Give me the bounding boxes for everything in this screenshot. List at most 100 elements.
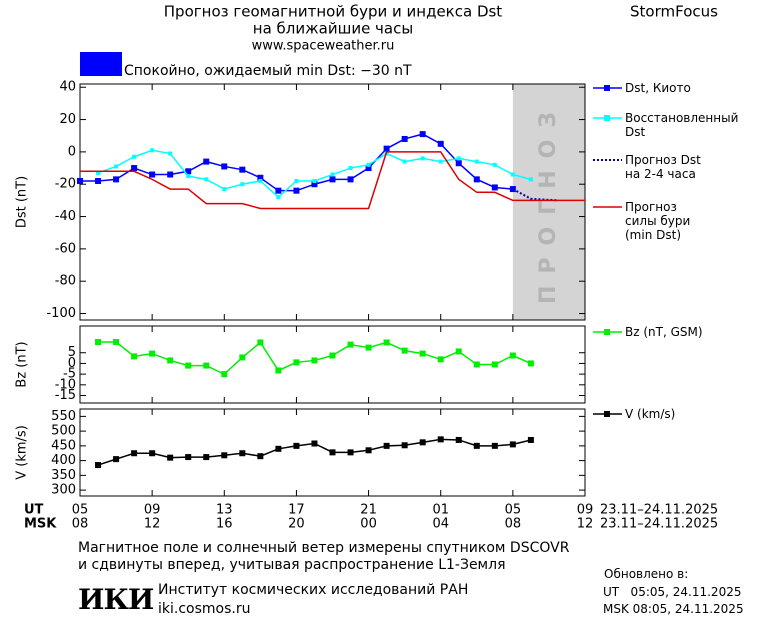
- series-marker: [239, 166, 246, 173]
- x-axis-label: UT: [24, 503, 44, 518]
- series-marker: [510, 172, 515, 177]
- series-marker: [473, 442, 480, 449]
- updated-label: Обновлено в:: [604, 567, 689, 581]
- legend-entry: Прогноз Dst на 2-4 часа: [625, 153, 701, 181]
- series-marker: [437, 140, 444, 147]
- series-marker: [527, 436, 534, 443]
- footer-note: Магнитное поле и солнечный ветер измерен…: [78, 540, 570, 556]
- plot-frame: [79, 408, 586, 497]
- series-marker: [437, 356, 444, 363]
- series-marker: [420, 156, 425, 161]
- title: Прогноз геомагнитной бури и индекса Dst: [164, 3, 503, 21]
- y-tick-label: -5: [63, 367, 76, 382]
- series-marker: [455, 160, 462, 167]
- series-marker: [474, 159, 479, 164]
- series-marker: [185, 362, 192, 369]
- series-marker: [311, 440, 318, 447]
- series-marker: [132, 154, 137, 159]
- url: www.spaceweather.ru: [252, 39, 395, 54]
- x-tick-label: 16: [216, 517, 233, 532]
- status-text: Спокойно, ожидаемый min Dst: −30 nT: [124, 63, 412, 79]
- series-marker: [149, 171, 156, 178]
- series-marker: [473, 176, 480, 183]
- series-marker: [509, 352, 516, 359]
- x-tick-label: 12: [577, 517, 594, 532]
- series-marker: [312, 178, 317, 183]
- series-marker: [77, 177, 83, 184]
- institute: Институт космических исследований РАН: [158, 582, 469, 598]
- series-marker: [149, 350, 156, 357]
- series-marker: [167, 454, 174, 461]
- y-tick-label: 550: [51, 409, 76, 424]
- series-marker: [419, 131, 426, 138]
- legend-marker: [604, 329, 610, 335]
- y-axis-label: V (km/s): [15, 425, 30, 480]
- series-marker: [509, 441, 516, 448]
- series-marker: [491, 184, 498, 191]
- series-marker: [240, 182, 245, 187]
- series-marker: [329, 352, 336, 359]
- y-tick-label: 300: [51, 483, 76, 498]
- subtitle: на ближайшие часы: [253, 20, 413, 38]
- y-tick-label: 400: [51, 453, 76, 468]
- series-marker: [95, 177, 102, 184]
- y-tick-label: -15: [55, 388, 76, 403]
- y-tick-label: 0: [68, 144, 76, 159]
- series-marker: [204, 177, 209, 182]
- x-tick-label: 01: [432, 503, 449, 518]
- series-marker: [365, 447, 372, 454]
- plot-frame: [79, 325, 586, 404]
- series-marker: [329, 176, 336, 183]
- series-marker: [239, 354, 246, 361]
- series-marker: [257, 453, 264, 460]
- series-marker: [419, 439, 426, 446]
- x-tick-label: 20: [288, 517, 305, 532]
- series-marker: [275, 187, 282, 194]
- forecast-region: [512, 84, 585, 320]
- x-tick-label: 04: [432, 517, 449, 532]
- series-marker: [221, 163, 228, 170]
- series-marker: [203, 158, 210, 165]
- series-marker: [131, 353, 138, 360]
- series-marker: [95, 462, 102, 469]
- x-axis-label: MSK: [24, 517, 57, 532]
- series-marker: [491, 442, 498, 449]
- y-tick-label: -40: [55, 209, 76, 224]
- series-marker: [329, 449, 336, 456]
- series-marker: [492, 162, 497, 167]
- series-marker: [167, 171, 174, 178]
- series-marker: [186, 174, 191, 179]
- series-marker: [258, 178, 263, 183]
- series-marker: [131, 165, 138, 172]
- legend-entry: V (km/s): [625, 407, 676, 421]
- forecast-label: ПРОГНОЗ: [536, 100, 561, 304]
- y-tick-label: 0: [68, 356, 76, 371]
- series-marker: [113, 176, 120, 183]
- plot-frame: [79, 83, 586, 321]
- x-tick-label: 09: [144, 503, 161, 518]
- series-marker: [401, 442, 408, 449]
- y-tick-label: 40: [59, 80, 76, 95]
- series-line: [97, 149, 532, 199]
- series-marker: [293, 442, 300, 449]
- series-marker: [366, 162, 371, 167]
- series-marker: [330, 172, 335, 177]
- series-marker: [528, 177, 533, 182]
- series-marker: [294, 178, 299, 183]
- x-tick-label: 08: [72, 517, 89, 532]
- series-marker: [257, 174, 264, 181]
- logo: ИКИ: [78, 583, 154, 616]
- series-marker: [114, 164, 119, 169]
- series-marker: [347, 176, 354, 183]
- series-marker: [311, 357, 318, 364]
- series-marker: [131, 450, 138, 457]
- series-marker: [365, 165, 372, 172]
- series-line: [80, 151, 585, 210]
- x-tick-label: 13: [216, 503, 233, 518]
- x-tick-label: 08: [505, 517, 522, 532]
- date-range: 23.11–24.11.2025: [600, 517, 718, 532]
- legend-marker: [604, 115, 610, 121]
- updated-ut: UT 05:05, 24.11.2025: [603, 585, 742, 599]
- y-tick-label: -60: [55, 241, 76, 256]
